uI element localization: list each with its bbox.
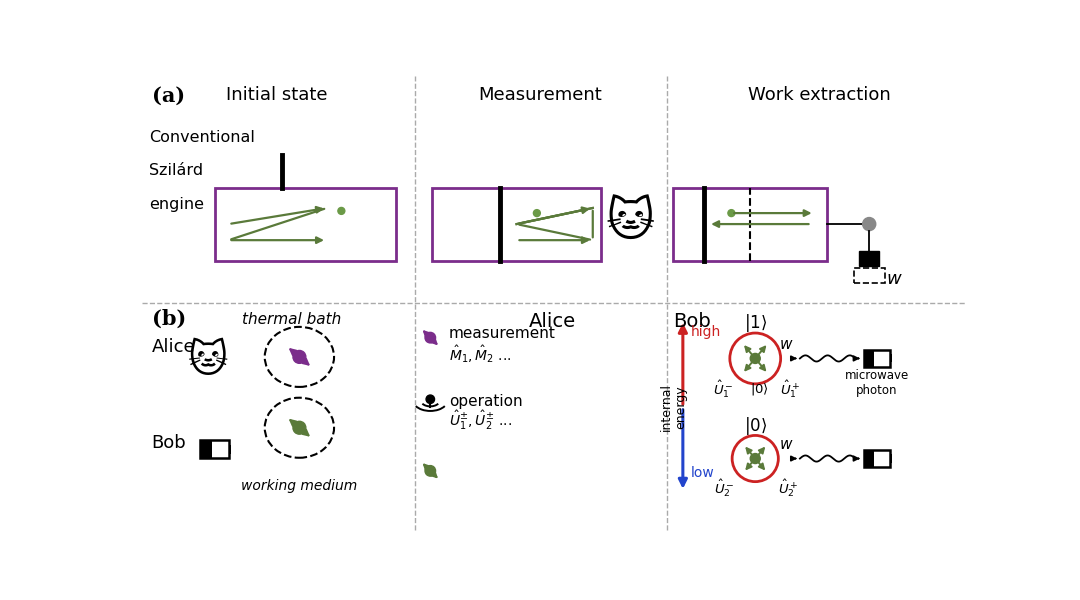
- Circle shape: [338, 208, 345, 214]
- Bar: [864, 350, 875, 367]
- Text: $w$: $w$: [887, 269, 903, 287]
- Text: Szilárd: Szilárd: [149, 163, 203, 178]
- Text: internal
energy: internal energy: [660, 383, 688, 431]
- Bar: [673, 187, 827, 260]
- Text: $\hat{U}_1^{\pm}, \hat{U}_2^{\pm}$ ...: $\hat{U}_1^{\pm}, \hat{U}_2^{\pm}$ ...: [449, 409, 512, 431]
- Text: Conventional: Conventional: [149, 130, 255, 145]
- Text: microwave
photon: microwave photon: [845, 369, 909, 397]
- Text: $\hat{U}_2^+$: $\hat{U}_2^+$: [779, 477, 798, 499]
- Bar: [200, 440, 212, 458]
- Text: $|0\rangle$: $|0\rangle$: [750, 381, 769, 397]
- Circle shape: [751, 454, 760, 464]
- Bar: [864, 451, 875, 467]
- Bar: [864, 350, 890, 367]
- Bar: [200, 440, 229, 458]
- Circle shape: [427, 395, 434, 403]
- Text: measurement: measurement: [449, 326, 555, 341]
- Circle shape: [534, 209, 540, 217]
- Text: high: high: [690, 325, 720, 338]
- Bar: [864, 451, 890, 467]
- Text: Initial state: Initial state: [226, 86, 327, 104]
- Text: engine: engine: [149, 197, 204, 212]
- Text: working medium: working medium: [241, 479, 357, 493]
- Text: Bob: Bob: [151, 434, 187, 452]
- Bar: [854, 268, 885, 283]
- Text: $w$: $w$: [779, 337, 794, 352]
- Text: $\hat{U}_1^-$: $\hat{U}_1^-$: [713, 379, 733, 400]
- Bar: [215, 187, 395, 260]
- Text: low: low: [690, 466, 714, 480]
- Circle shape: [293, 421, 306, 434]
- Bar: [229, 445, 231, 454]
- Circle shape: [751, 353, 760, 364]
- Bar: [890, 454, 892, 463]
- Text: (b): (b): [151, 309, 186, 329]
- Text: Alice: Alice: [151, 338, 195, 356]
- Text: 🐱: 🐱: [188, 342, 229, 380]
- Circle shape: [863, 218, 876, 230]
- Circle shape: [426, 332, 435, 343]
- Text: Bob: Bob: [673, 312, 711, 331]
- Bar: [860, 251, 879, 266]
- Text: $\hat{U}_1^+$: $\hat{U}_1^+$: [780, 379, 800, 400]
- Text: 🐱: 🐱: [606, 200, 656, 245]
- Text: Work extraction: Work extraction: [747, 86, 891, 104]
- Text: $|1\rangle$: $|1\rangle$: [744, 312, 767, 334]
- Bar: [890, 355, 892, 362]
- Text: $w$: $w$: [779, 437, 794, 452]
- Circle shape: [426, 466, 435, 476]
- Text: $\hat{U}_2^-$: $\hat{U}_2^-$: [714, 477, 734, 499]
- Text: Measurement: Measurement: [477, 86, 602, 104]
- Text: Alice: Alice: [529, 312, 576, 331]
- Circle shape: [728, 209, 734, 217]
- Circle shape: [293, 350, 306, 364]
- Bar: [432, 187, 602, 260]
- Text: thermal bath: thermal bath: [242, 312, 341, 327]
- Text: (a): (a): [151, 86, 185, 106]
- Text: $\hat{M}_1, \hat{M}_2$ ...: $\hat{M}_1, \hat{M}_2$ ...: [449, 344, 512, 365]
- Text: operation: operation: [449, 394, 523, 409]
- Text: $|0\rangle$: $|0\rangle$: [744, 415, 767, 437]
